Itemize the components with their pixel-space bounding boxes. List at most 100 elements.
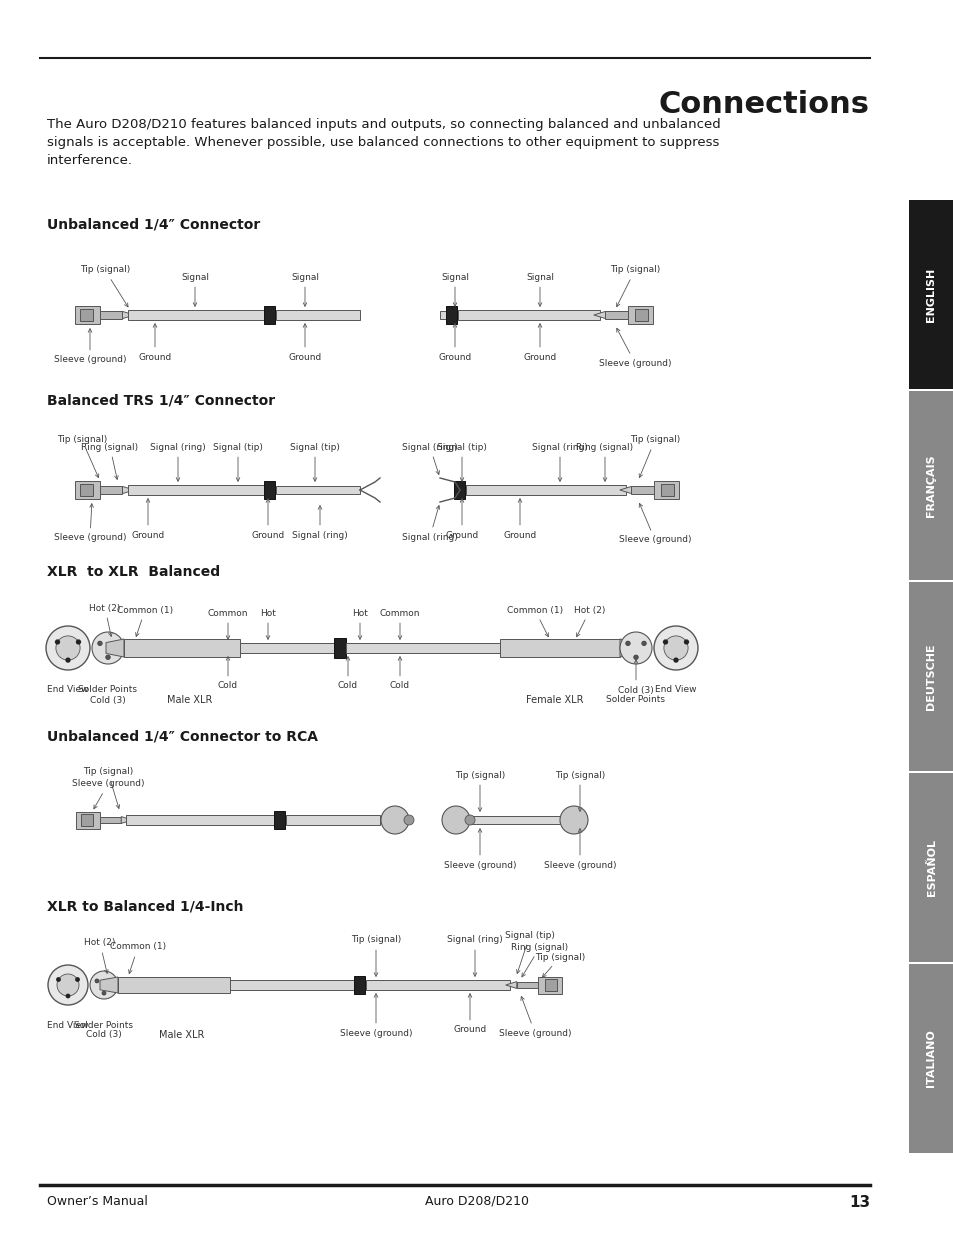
Circle shape <box>403 815 414 825</box>
Text: Ground: Ground <box>251 499 284 540</box>
Text: Common: Common <box>208 609 248 640</box>
Bar <box>118 977 230 993</box>
Circle shape <box>56 977 61 982</box>
Circle shape <box>106 655 111 659</box>
Bar <box>240 643 339 653</box>
Bar <box>100 487 122 494</box>
Circle shape <box>441 806 470 834</box>
Bar <box>908 200 953 389</box>
Bar <box>275 487 359 494</box>
Text: Tip (signal): Tip (signal) <box>555 771 604 811</box>
Circle shape <box>619 632 651 664</box>
Text: 13: 13 <box>848 1195 869 1210</box>
Text: Ring (signal): Ring (signal) <box>511 942 568 977</box>
Text: Signal (tip): Signal (tip) <box>504 930 555 973</box>
Text: Hot: Hot <box>352 609 368 640</box>
Text: Sleeve (ground): Sleeve (ground) <box>339 994 412 1037</box>
Bar <box>654 480 679 499</box>
Circle shape <box>57 974 79 995</box>
Text: Auro D208/D210: Auro D208/D210 <box>424 1195 529 1208</box>
Bar <box>366 981 510 990</box>
Text: Hot (2): Hot (2) <box>90 604 121 636</box>
Circle shape <box>641 641 645 646</box>
Text: Hot (2): Hot (2) <box>574 605 605 637</box>
Bar <box>230 981 359 990</box>
Circle shape <box>663 636 687 659</box>
Bar <box>470 816 559 824</box>
Text: Ground: Ground <box>523 324 556 362</box>
Polygon shape <box>619 487 631 494</box>
Bar <box>81 814 93 826</box>
Text: Hot (2): Hot (2) <box>84 939 115 973</box>
Bar <box>74 480 100 499</box>
Circle shape <box>95 979 99 983</box>
Text: Sleeve (ground): Sleeve (ground) <box>498 997 571 1037</box>
Text: Common (1): Common (1) <box>506 605 562 637</box>
Text: Cold (3): Cold (3) <box>86 1030 122 1040</box>
Bar <box>635 309 647 321</box>
Bar <box>275 310 359 320</box>
Text: Tip (signal): Tip (signal) <box>455 771 504 811</box>
Text: Signal (ring): Signal (ring) <box>532 442 587 482</box>
Bar <box>334 638 346 658</box>
Text: Hot: Hot <box>260 609 275 640</box>
Text: Signal: Signal <box>525 273 554 306</box>
Text: Tip (signal): Tip (signal) <box>80 266 130 306</box>
Circle shape <box>56 636 80 659</box>
Text: Tip (signal): Tip (signal) <box>83 767 133 809</box>
Bar <box>908 965 953 1153</box>
Circle shape <box>625 641 630 646</box>
Polygon shape <box>106 638 124 657</box>
Circle shape <box>66 994 71 998</box>
Bar <box>128 485 270 495</box>
Bar <box>100 816 121 824</box>
Text: Common (1): Common (1) <box>110 942 166 973</box>
Text: Signal (tip): Signal (tip) <box>436 442 486 482</box>
Text: Unbalanced 1/4″ Connector: Unbalanced 1/4″ Connector <box>47 217 260 231</box>
Text: Ground: Ground <box>438 324 471 362</box>
Bar <box>908 391 953 580</box>
Bar <box>454 480 465 499</box>
Bar <box>457 310 599 320</box>
Circle shape <box>559 806 587 834</box>
Text: Male XLR: Male XLR <box>167 695 213 705</box>
Text: Solder Points: Solder Points <box>606 695 665 704</box>
Bar <box>627 306 653 324</box>
Bar <box>439 311 452 319</box>
Text: Signal (tip): Signal (tip) <box>213 442 263 482</box>
Text: Signal (ring): Signal (ring) <box>447 935 502 977</box>
Bar <box>76 811 100 829</box>
Text: Ground: Ground <box>132 499 165 540</box>
Text: Connections: Connections <box>659 90 869 119</box>
Text: Sleeve (ground): Sleeve (ground) <box>443 829 516 869</box>
Text: Signal (ring): Signal (ring) <box>402 505 457 541</box>
Text: The Auro D208/D210 features balanced inputs and outputs, so connecting balanced : The Auro D208/D210 features balanced inp… <box>47 119 720 131</box>
Text: Ground: Ground <box>138 324 172 362</box>
Bar <box>126 815 280 825</box>
Bar <box>355 976 365 994</box>
Text: Sleeve (ground): Sleeve (ground) <box>53 329 126 364</box>
Bar <box>80 484 92 496</box>
Text: XLR to Balanced 1/4-Inch: XLR to Balanced 1/4-Inch <box>47 900 243 914</box>
Text: Ground: Ground <box>288 324 321 362</box>
Text: ESPAÑOL: ESPAÑOL <box>925 839 936 897</box>
Text: Sleeve (ground): Sleeve (ground) <box>53 504 126 542</box>
Circle shape <box>91 632 124 664</box>
Circle shape <box>55 640 60 645</box>
Bar <box>80 309 92 321</box>
Bar <box>346 643 499 653</box>
Text: Unbalanced 1/4″ Connector to RCA: Unbalanced 1/4″ Connector to RCA <box>47 730 317 743</box>
Bar <box>517 982 537 988</box>
Text: Signal: Signal <box>291 273 318 306</box>
Bar <box>908 582 953 771</box>
Text: Ring (signal): Ring (signal) <box>576 442 633 482</box>
Text: ENGLISH: ENGLISH <box>925 267 936 321</box>
Text: Cold: Cold <box>337 657 357 690</box>
Bar <box>499 638 619 657</box>
Text: Sleeve (ground): Sleeve (ground) <box>71 779 144 809</box>
Polygon shape <box>505 982 517 988</box>
Text: Tip (signal): Tip (signal) <box>351 935 400 977</box>
Text: DEUTSCHE: DEUTSCHE <box>925 643 936 710</box>
Bar <box>537 977 561 993</box>
Text: Signal: Signal <box>440 273 469 306</box>
